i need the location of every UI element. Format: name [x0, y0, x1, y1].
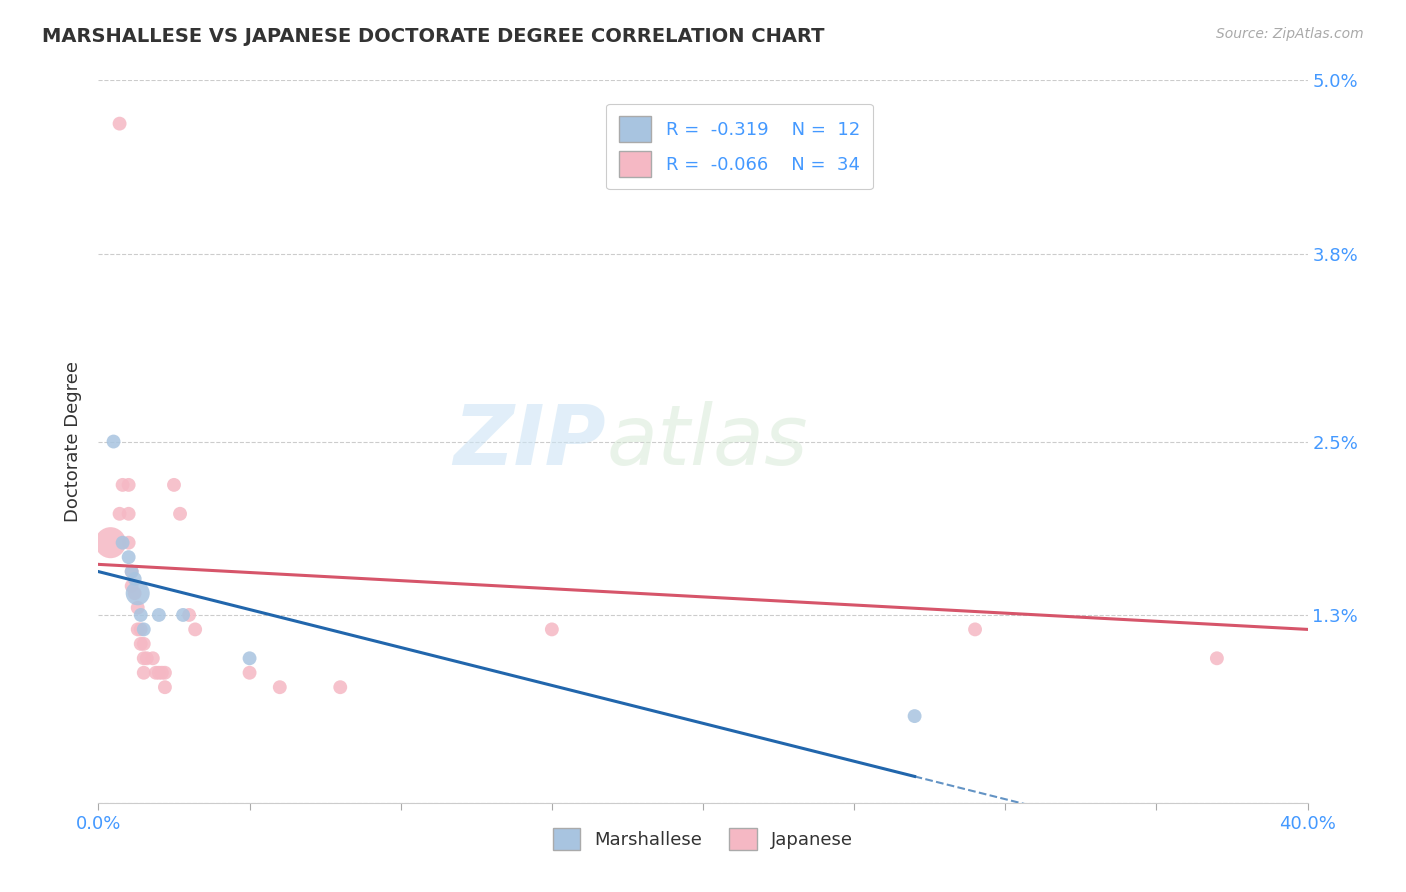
Y-axis label: Doctorate Degree: Doctorate Degree — [65, 361, 83, 522]
Point — [100, 535, 122, 549]
Point — [129, 637, 152, 651]
Point — [179, 607, 201, 622]
Point — [169, 507, 191, 521]
Point — [132, 665, 155, 680]
Point — [111, 478, 134, 492]
Text: Source: ZipAtlas.com: Source: ZipAtlas.com — [1216, 27, 1364, 41]
Point — [132, 623, 155, 637]
Point — [184, 623, 207, 637]
Point — [148, 665, 170, 680]
Point — [329, 680, 352, 694]
Point — [129, 607, 152, 622]
Point — [124, 572, 146, 586]
Point — [111, 535, 134, 549]
Text: ZIP: ZIP — [454, 401, 606, 482]
Point — [103, 434, 125, 449]
Point — [135, 651, 157, 665]
Point — [121, 565, 143, 579]
Point — [121, 579, 143, 593]
Point — [118, 550, 141, 565]
Point — [142, 651, 165, 665]
Point — [904, 709, 927, 723]
Point — [132, 637, 155, 651]
Point — [239, 665, 262, 680]
Point — [965, 623, 987, 637]
Point — [127, 586, 149, 600]
Text: atlas: atlas — [606, 401, 808, 482]
Text: MARSHALLESE VS JAPANESE DOCTORATE DEGREE CORRELATION CHART: MARSHALLESE VS JAPANESE DOCTORATE DEGREE… — [42, 27, 825, 45]
Point — [172, 607, 194, 622]
Legend: Marshallese, Japanese: Marshallese, Japanese — [544, 819, 862, 859]
Point — [150, 665, 173, 680]
Point — [148, 607, 170, 622]
Point — [163, 478, 186, 492]
Point — [127, 623, 149, 637]
Point — [121, 565, 143, 579]
Point — [1206, 651, 1229, 665]
Point — [540, 623, 562, 637]
Point — [153, 665, 176, 680]
Point — [127, 600, 149, 615]
Point — [108, 507, 131, 521]
Point — [118, 478, 141, 492]
Point — [129, 623, 152, 637]
Point — [269, 680, 291, 694]
Point — [118, 535, 141, 549]
Point — [124, 586, 146, 600]
Point — [108, 117, 131, 131]
Point — [118, 507, 141, 521]
Point — [132, 651, 155, 665]
Point — [239, 651, 262, 665]
Point — [153, 680, 176, 694]
Point — [145, 665, 167, 680]
